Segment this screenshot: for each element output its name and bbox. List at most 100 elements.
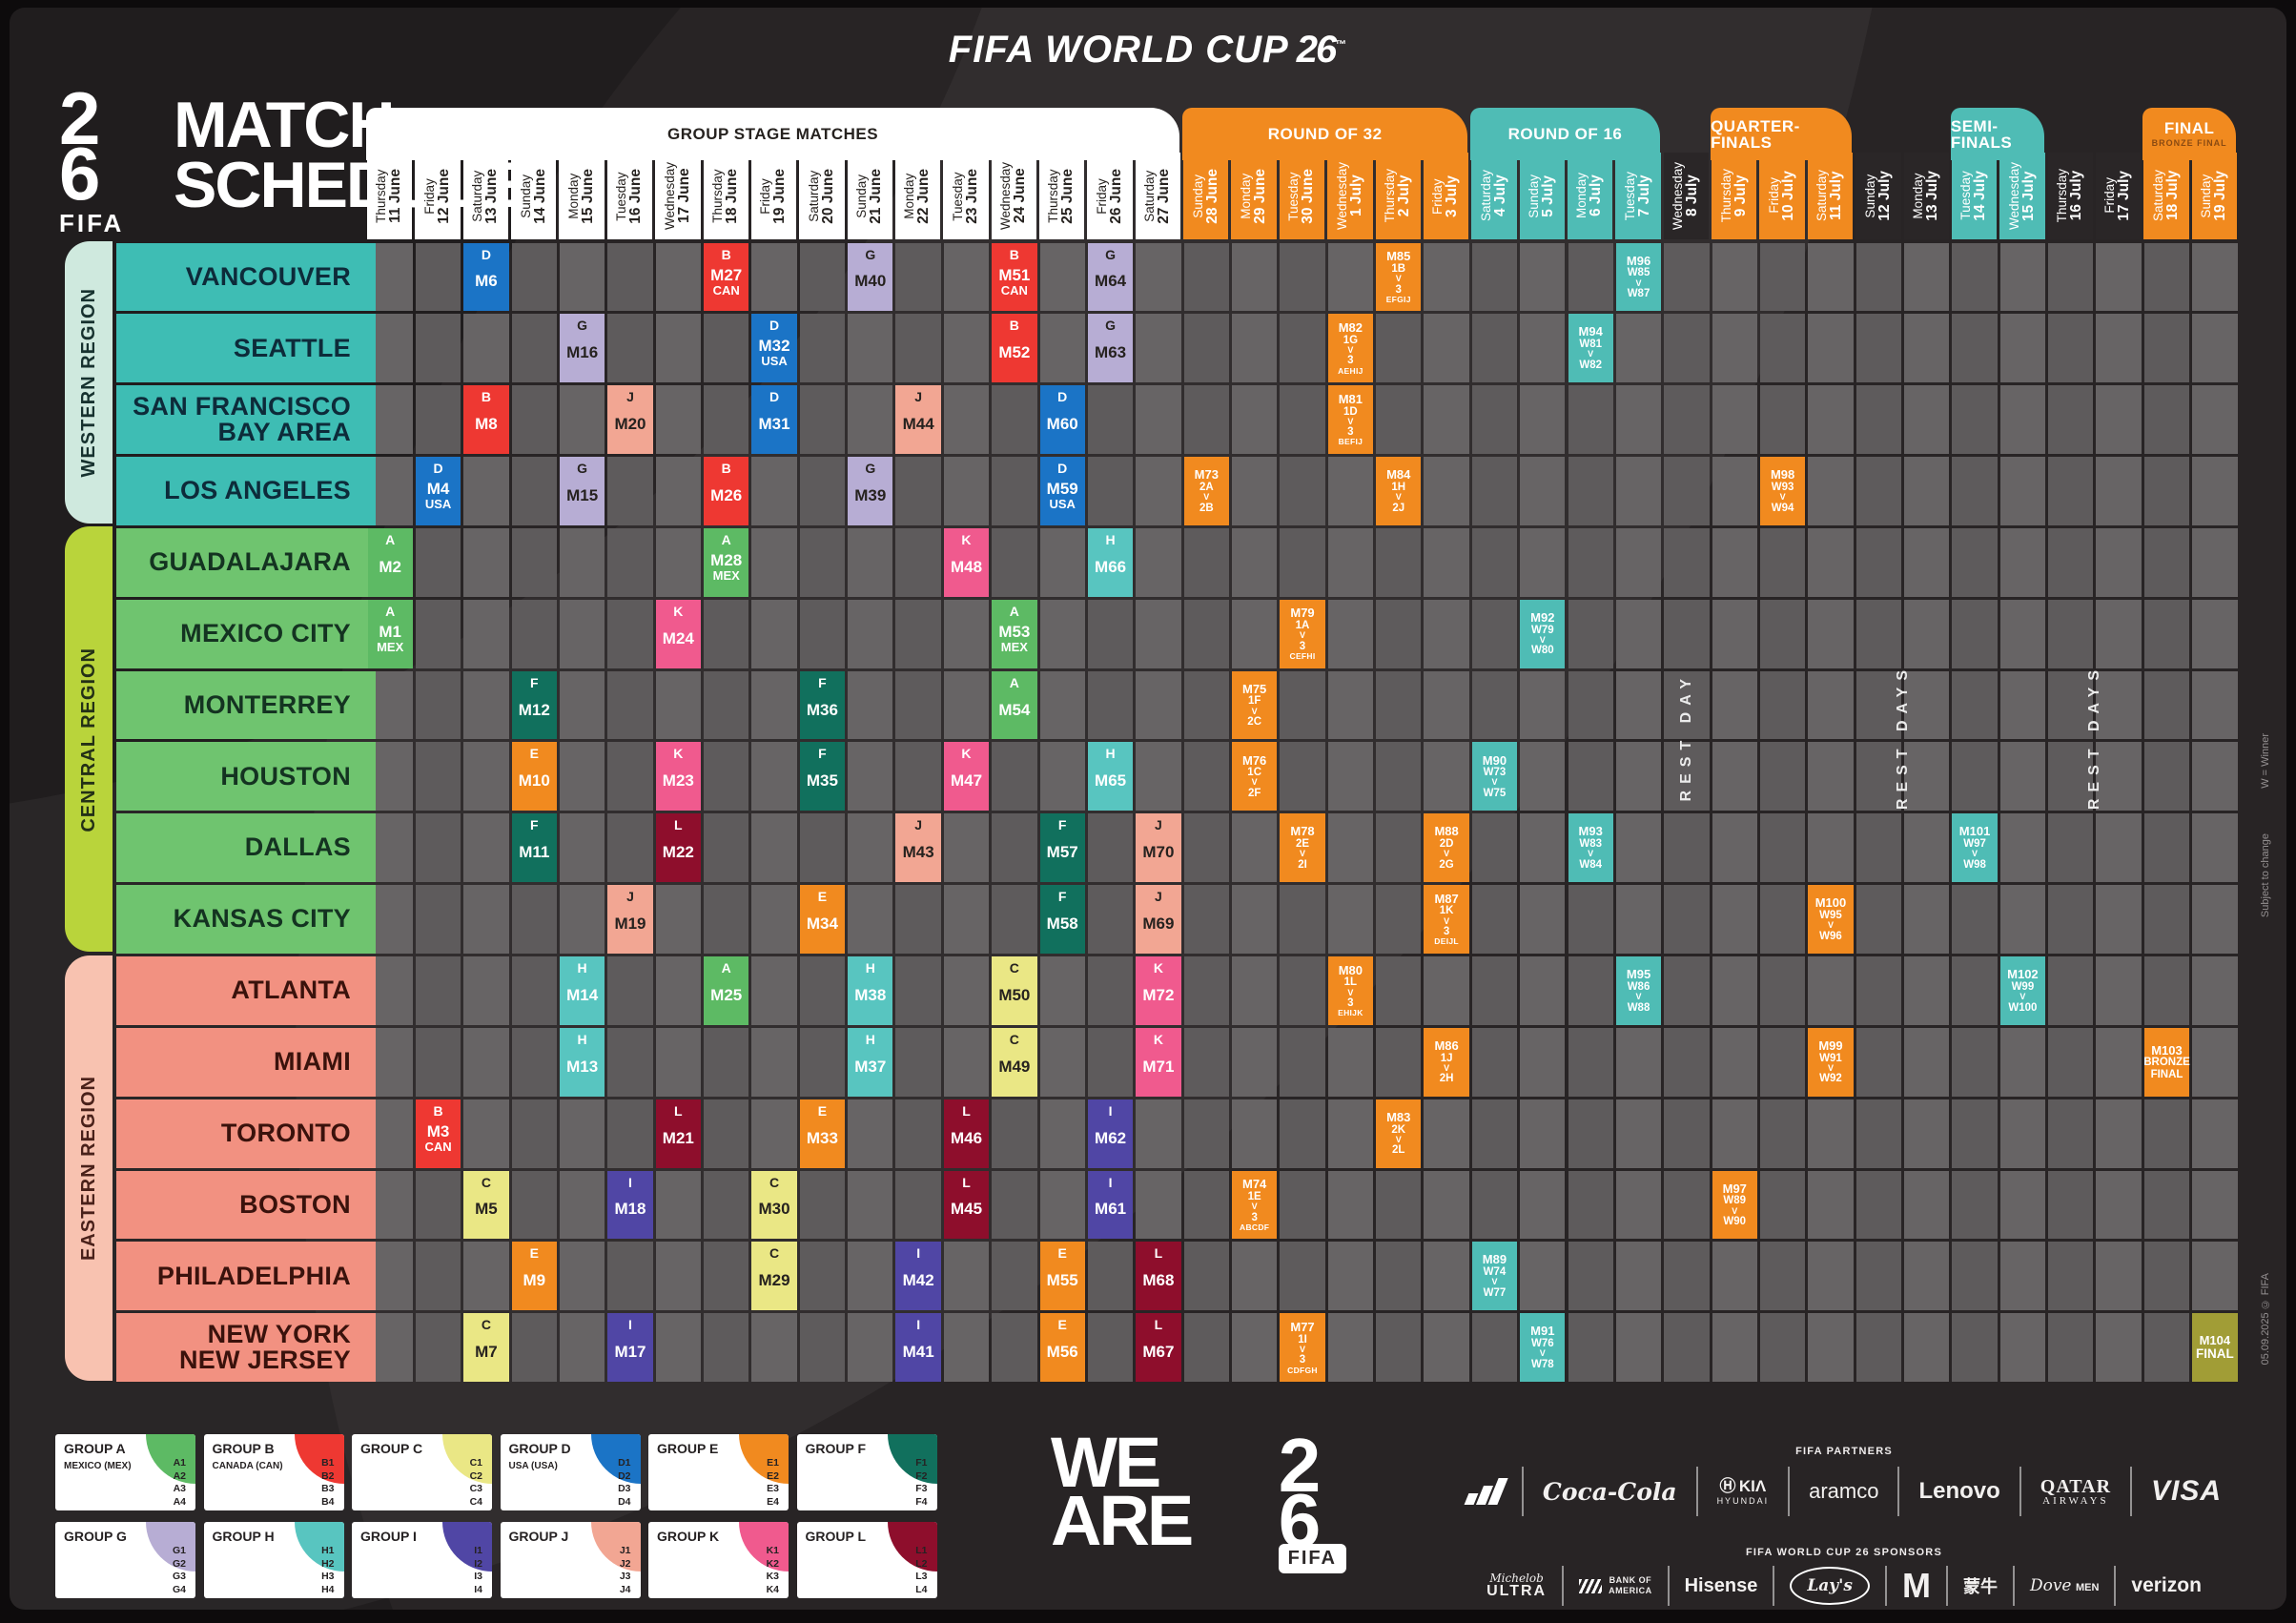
match-line: V	[1347, 344, 1354, 355]
grid-cell	[463, 742, 509, 812]
grid-cell	[511, 885, 557, 954]
grid-cell	[1471, 385, 1518, 455]
match-line: ABCDF	[1240, 1222, 1270, 1232]
grid-cell	[655, 885, 702, 954]
match-cell-M96: M96 W85 V W87	[1615, 242, 1662, 312]
match-line: 3	[1395, 283, 1402, 296]
grid-cell	[943, 813, 990, 883]
grid-cell	[992, 527, 1037, 597]
date-header-15-June: Monday 15 June	[559, 153, 605, 239]
match-cell-M7: C M7	[463, 1313, 509, 1383]
match-group-letter: G	[865, 461, 876, 477]
grid-cell	[1855, 885, 1902, 954]
city-label-monterrey: MONTERREY	[116, 670, 376, 740]
grid-cell	[751, 813, 797, 883]
legend-slots: K1 K2 K3 K4	[767, 1545, 779, 1596]
grid-cell	[1568, 1027, 1613, 1097]
grid-cell	[1424, 314, 1469, 383]
match-cell-M80: M80 1L V 3 EHIJK	[1327, 956, 1374, 1025]
match-code: M58	[1046, 914, 1078, 934]
grid-cell	[1808, 457, 1854, 525]
separator	[1562, 1566, 1565, 1606]
grid-cell	[943, 599, 990, 668]
match-code: M71	[1142, 1057, 1175, 1076]
match-cell-M15: G M15	[559, 457, 605, 525]
match-line: W89	[1723, 1195, 1747, 1207]
match-code: M49	[998, 1057, 1031, 1076]
grid-cell	[895, 527, 941, 597]
grid-cell	[1615, 457, 1662, 525]
match-code: M53	[998, 622, 1031, 641]
grid-cell	[1712, 457, 1757, 525]
grid-cell	[2048, 242, 2094, 312]
match-cell-M71: K M71	[1136, 1027, 1181, 1097]
grid-cell	[1712, 1027, 1757, 1097]
grid-cell	[511, 242, 557, 312]
grid-cell	[415, 670, 461, 740]
grid-cell	[1759, 527, 1806, 597]
grid-cell	[848, 742, 893, 812]
legend-slots: I1 I2 I3 I4	[474, 1545, 482, 1596]
legend-slot: I4	[474, 1583, 482, 1595]
separator	[1897, 1467, 1900, 1516]
grid-cell	[1231, 385, 1278, 455]
grid-cell	[1712, 599, 1757, 668]
legend-group-title: GROUP K	[657, 1529, 720, 1544]
match-code: M18	[614, 1200, 646, 1219]
match-cell-M45: L M45	[943, 1170, 990, 1240]
grid-cell	[2192, 742, 2238, 812]
legend-group-title: GROUP A	[64, 1441, 126, 1456]
match-cell-M99: M99 W91 V W92	[1808, 1027, 1854, 1097]
side-note-1: Subject to change	[2260, 832, 2271, 918]
phase-band-label: ROUND OF 32	[1267, 125, 1383, 143]
match-line: V	[1539, 1348, 1546, 1359]
separator	[2130, 1467, 2133, 1516]
grid-cell	[1183, 1027, 1229, 1097]
grid-cell	[2143, 885, 2190, 954]
match-code: M60	[1046, 415, 1078, 434]
legend-slots: D1 D2 D3 D4	[618, 1457, 630, 1509]
match-line: 2B	[1199, 502, 1214, 514]
match-line: 3	[1251, 1211, 1258, 1223]
visa-logo: VISA	[2151, 1475, 2223, 1507]
match-code: M85	[1386, 249, 1411, 264]
legend-card-group-h: GROUP H H1 H2 H3 H4	[203, 1522, 344, 1598]
grid-cell	[751, 527, 797, 597]
grid-cell	[992, 1313, 1037, 1383]
match-cell-M35: F M35	[799, 742, 846, 812]
match-line: 3	[1299, 1354, 1306, 1366]
we-are-line2: ARE	[1051, 1480, 1194, 1560]
grid-cell	[1759, 742, 1806, 812]
grid-cell	[1136, 242, 1181, 312]
match-code: M3	[426, 1121, 450, 1140]
sponsor-zone: FIFA PARTNERS Coca-Cola Ⓗ KIΛ HYUNDAI aramc…	[1390, 1440, 2286, 1610]
legend-slot: K2	[766, 1557, 779, 1570]
legend-group-title: GROUP I	[360, 1529, 417, 1544]
legend-slot: F2	[915, 1469, 928, 1482]
grid-cell	[1664, 956, 1710, 1025]
date-header-3-July: Friday 3 July	[1423, 153, 1469, 239]
match-code: M76	[1242, 752, 1267, 768]
grid-cell	[943, 1242, 990, 1311]
grid-cell	[1664, 885, 1710, 954]
grid-cell	[1183, 314, 1229, 383]
grid-cell	[1424, 1313, 1469, 1383]
grid-cell	[2096, 314, 2142, 383]
grid-cell	[1999, 670, 2046, 740]
grid-cell	[1904, 314, 1950, 383]
match-cell-M32: D M32 USA	[751, 314, 797, 383]
grid-cell	[607, 457, 653, 525]
match-cell-M28: A M28 MEX	[704, 527, 749, 597]
legend-wedge	[146, 1522, 195, 1572]
grid-cell	[655, 385, 702, 455]
grid-cell	[1376, 1313, 1422, 1383]
grid-cell	[1231, 1242, 1278, 1311]
grid-cell	[2048, 599, 2094, 668]
grid-cell	[607, 742, 653, 812]
grid-cell	[848, 314, 893, 383]
match-line: W87	[1627, 288, 1650, 300]
match-code: M11	[519, 843, 550, 862]
grid-cell	[1471, 242, 1518, 312]
grid-cell	[799, 314, 846, 383]
match-line: 2F	[1247, 788, 1261, 799]
